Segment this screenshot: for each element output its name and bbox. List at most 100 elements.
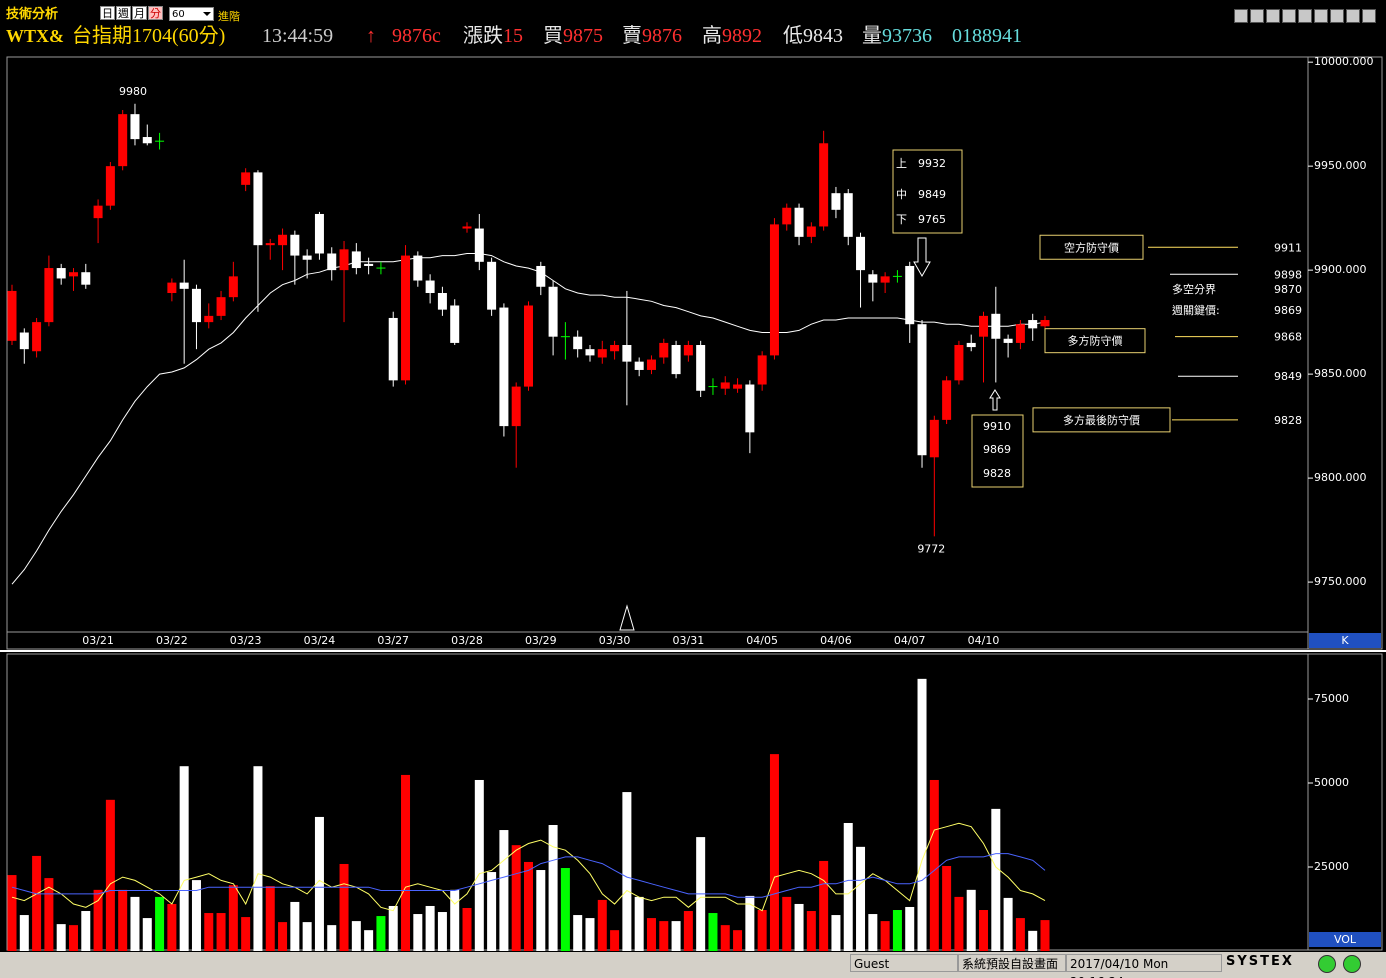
period-button[interactable]: 週 bbox=[116, 6, 131, 20]
volume-bar bbox=[806, 911, 816, 951]
candle-body bbox=[905, 265, 915, 325]
volume-bar bbox=[610, 930, 620, 951]
y-tick-label: 9900.000 bbox=[1314, 263, 1367, 276]
candle-body bbox=[327, 253, 337, 271]
status-icon[interactable] bbox=[1318, 955, 1336, 973]
quote-label: 漲跌 bbox=[463, 25, 503, 47]
status-icon[interactable] bbox=[1343, 955, 1361, 973]
volume-bar bbox=[474, 779, 484, 951]
volume-bar bbox=[241, 917, 251, 951]
up-arrow bbox=[989, 389, 1001, 411]
candle-body bbox=[733, 384, 743, 389]
symbol: WTX& bbox=[6, 26, 64, 46]
volume-bar bbox=[413, 914, 423, 951]
x-tick-label: 04/05 bbox=[746, 634, 778, 647]
volume-bar bbox=[536, 870, 546, 951]
volume-bar bbox=[733, 930, 743, 951]
candle-body bbox=[204, 315, 214, 323]
user: Guest bbox=[850, 954, 958, 972]
high-label: 9980 bbox=[119, 85, 147, 98]
quote-value: 9876 bbox=[642, 25, 682, 47]
volume-bar bbox=[929, 779, 939, 951]
y-tick-label: 9950.000 bbox=[1314, 159, 1367, 172]
tool-button[interactable] bbox=[1282, 9, 1296, 23]
cursor-marker bbox=[619, 604, 635, 631]
volume-bar bbox=[499, 830, 509, 951]
pivot-value: 9828 bbox=[983, 467, 1011, 480]
volume-bar bbox=[757, 910, 767, 951]
volume-bar bbox=[81, 911, 91, 951]
candle-body bbox=[880, 276, 890, 283]
change-arrow: ↑ bbox=[366, 25, 376, 47]
key-price-label: 多空分界 bbox=[1172, 282, 1216, 296]
interval-select[interactable]: 60 bbox=[169, 7, 214, 21]
quote-field: 賣9876 bbox=[622, 22, 682, 50]
x-tick-label: 03/21 bbox=[82, 634, 114, 647]
tool-button[interactable] bbox=[1266, 9, 1280, 23]
level-label-box bbox=[1044, 328, 1146, 354]
volume-bar bbox=[228, 885, 238, 951]
candle-body bbox=[524, 305, 533, 387]
volume-bar bbox=[819, 860, 829, 951]
candle-body bbox=[757, 355, 767, 385]
volume-bar bbox=[622, 792, 632, 951]
tool-button[interactable] bbox=[1362, 9, 1376, 23]
x-tick-label: 04/10 bbox=[968, 634, 1000, 647]
down-arrow bbox=[913, 237, 931, 278]
pivot-value: 9869 bbox=[983, 443, 1011, 456]
y-tick-label: 9850.000 bbox=[1314, 367, 1367, 380]
advanced-button[interactable]: 進階 bbox=[218, 10, 240, 23]
x-tick-label: 03/30 bbox=[599, 634, 631, 647]
period-button[interactable]: 分 bbox=[148, 6, 163, 20]
level-value: 9911 bbox=[1274, 241, 1302, 254]
quote-label: 低 bbox=[783, 25, 803, 47]
volume-bar bbox=[462, 907, 472, 951]
level-label: 空方防守價 bbox=[1064, 240, 1119, 254]
volume-bar bbox=[868, 914, 878, 951]
y-tick-label: 50000 bbox=[1314, 776, 1349, 789]
tool-button[interactable] bbox=[1234, 9, 1248, 23]
tool-button[interactable] bbox=[1250, 9, 1264, 23]
candle-body bbox=[646, 359, 656, 370]
candle-body bbox=[659, 342, 669, 358]
quote-field: 低9843 bbox=[783, 22, 843, 50]
x-tick-label: 03/29 bbox=[525, 634, 557, 647]
candle-body bbox=[634, 361, 644, 370]
period-button[interactable]: 月 bbox=[132, 6, 147, 20]
code: 0188941 bbox=[952, 25, 1022, 47]
tool-button[interactable] bbox=[1330, 9, 1344, 23]
candle-body bbox=[929, 419, 939, 458]
candle-body bbox=[56, 268, 66, 279]
candle-body bbox=[769, 224, 779, 356]
x-tick-label: 03/31 bbox=[673, 634, 705, 647]
tool-button[interactable] bbox=[1346, 9, 1360, 23]
y-tick-label: 25000 bbox=[1314, 860, 1349, 873]
volume-bar bbox=[118, 889, 128, 951]
volume-bar bbox=[105, 799, 115, 951]
volume-bar bbox=[794, 903, 804, 951]
y-tick-label: 10000.000 bbox=[1314, 55, 1374, 68]
volume-bar bbox=[880, 921, 890, 951]
candle-body bbox=[278, 234, 288, 246]
tool-button[interactable] bbox=[1314, 9, 1328, 23]
volume-bar bbox=[253, 766, 263, 951]
candle-body bbox=[241, 172, 251, 185]
level-label: 多方防守價 bbox=[1068, 334, 1123, 348]
candle-body bbox=[843, 193, 853, 237]
quote-label: 買 bbox=[543, 25, 563, 47]
volume-bar bbox=[450, 889, 460, 951]
volume-bar bbox=[7, 875, 17, 951]
volume-bar bbox=[856, 846, 866, 951]
candle-body bbox=[683, 345, 693, 356]
volume-bar bbox=[327, 925, 337, 951]
candle-body bbox=[462, 226, 472, 229]
band-value: 9849 bbox=[918, 188, 946, 201]
period-button[interactable]: 日 bbox=[100, 6, 115, 20]
candle-body bbox=[265, 243, 275, 246]
volume-bar bbox=[425, 905, 435, 951]
volume-bar bbox=[782, 896, 792, 951]
volume-bar bbox=[979, 910, 989, 951]
y-tick-label: 75000 bbox=[1314, 692, 1349, 705]
volume-bar bbox=[265, 886, 275, 951]
tool-button[interactable] bbox=[1298, 9, 1312, 23]
